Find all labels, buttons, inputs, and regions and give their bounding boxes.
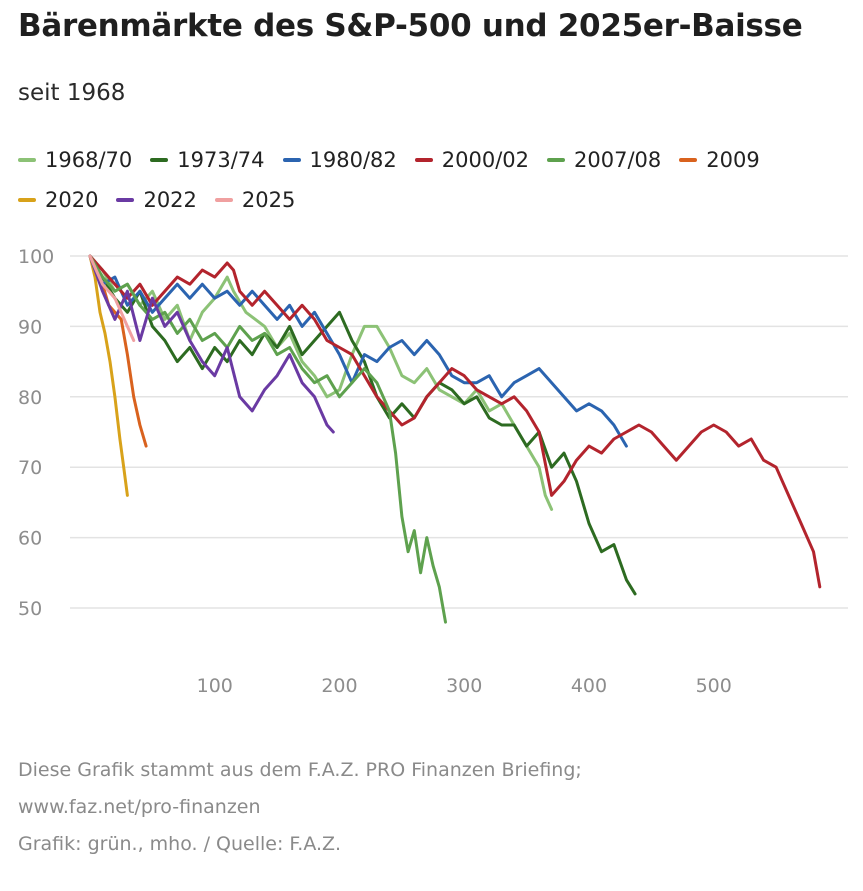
legend-swatch-1980-82: [282, 158, 301, 162]
series-line-1968-70: [88, 254, 554, 511]
legend: 1968/70 1973/74 1980/82 2000/02 2007/08 …: [18, 140, 848, 220]
chart-subtitle: seit 1968: [18, 80, 126, 106]
legend-item-2022: 2022: [116, 188, 197, 212]
legend-swatch-2009: [679, 158, 698, 162]
legend-swatch-1968-70: [18, 158, 36, 162]
legend-item-2025: 2025: [214, 188, 296, 212]
legend-label-2009: 2009: [706, 148, 760, 172]
series-line-1973-74: [88, 254, 637, 596]
legend-swatch-2022: [116, 198, 135, 202]
legend-row-1: 1968/70 1973/74 1980/82 2000/02 2007/08 …: [18, 140, 848, 180]
grid-lines: [70, 255, 848, 609]
x-tick-label-400: 400: [571, 675, 607, 697]
legend-item-2020: 2020: [18, 188, 98, 212]
series-line-1980-82: [88, 254, 628, 448]
footer-line-2[interactable]: www.faz.net/pro-finanzen: [18, 796, 261, 818]
legend-item-2007-08: 2007/08: [547, 148, 661, 172]
footer: Diese Grafik stammt aus dem F.A.Z. PRO F…: [18, 752, 582, 863]
legend-label-2020: 2020: [45, 188, 99, 212]
legend-swatch-2020: [18, 198, 36, 202]
legend-label-1980-82: 1980/82: [309, 148, 397, 172]
legend-label-2000-02: 2000/02: [441, 148, 529, 172]
x-tick-label-500: 500: [696, 675, 732, 697]
y-tick-label-100: 100: [18, 246, 54, 268]
series-line-2020: [88, 254, 129, 497]
legend-swatch-2025: [214, 198, 233, 202]
series-line-2000-02: [88, 254, 822, 589]
series-line-2022: [88, 254, 335, 434]
y-tick-label-70: 70: [18, 457, 42, 479]
x-tick-label-300: 300: [446, 675, 482, 697]
y-tick-label-60: 60: [18, 528, 42, 550]
legend-item-1968-70: 1968/70: [18, 148, 132, 172]
series-lines: [88, 254, 822, 624]
legend-label-2022: 2022: [143, 188, 197, 212]
legend-label-2025: 2025: [241, 188, 296, 212]
line-chart: 50 60 70 80 90 100 100 200 300 400 500: [18, 246, 848, 697]
legend-label-1968-70: 1968/70: [45, 148, 133, 172]
legend-item-1973-74: 1973/74: [150, 148, 265, 172]
legend-swatch-2007-08: [547, 158, 565, 162]
series-line-2025: [88, 254, 136, 342]
legend-item-2000-02: 2000/02: [414, 148, 529, 172]
legend-item-1980-82: 1980/82: [282, 148, 397, 172]
y-tick-label-80: 80: [18, 387, 42, 409]
footer-line-3: Grafik: grün., mho. / Quelle: F.A.Z.: [18, 833, 342, 855]
x-tick-labels: 100 200 300 400 500: [197, 675, 732, 697]
legend-item-2009: 2009: [679, 148, 760, 172]
legend-swatch-2000-02: [414, 158, 433, 162]
y-tick-label-50: 50: [18, 598, 42, 620]
legend-label-2007-08: 2007/08: [574, 148, 662, 172]
footer-line-1: Diese Grafik stammt aus dem F.A.Z. PRO F…: [18, 759, 582, 781]
x-tick-label-200: 200: [321, 675, 357, 697]
legend-row-2: 2020 2022 2025: [18, 180, 848, 220]
chart-title: Bärenmärkte des S&P-500 und 2025er-Baiss…: [18, 8, 803, 44]
legend-label-1973-74: 1973/74: [177, 148, 265, 172]
y-tick-labels: 50 60 70 80 90 100: [18, 246, 54, 620]
x-tick-label-100: 100: [197, 675, 233, 697]
legend-swatch-1973-74: [150, 158, 169, 162]
y-tick-label-90: 90: [18, 316, 42, 338]
